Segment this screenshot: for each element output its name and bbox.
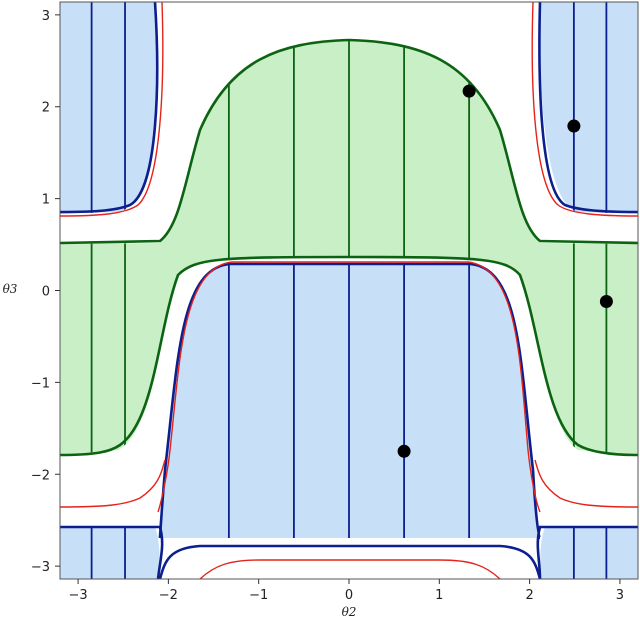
y-tick-label: 0 [42,285,50,300]
y-tick-label: 1 [42,193,50,208]
vertical-lines [90,2,608,579]
y-axis-label: θ3 [3,282,18,296]
y-tick-label: 2 [42,101,50,116]
region-green-middle-band [60,243,638,455]
x-axis: −3 −2 −1 0 1 2 3 [68,579,624,603]
outline-blue-bottom-top-right [536,525,638,579]
red-contour-center [157,261,541,513]
outline-blue-top-left [60,2,159,214]
data-point [397,444,411,458]
outline-green-upper-center [60,38,638,245]
red-contour-lower-right [534,459,638,508]
red-contour-top-right [531,2,638,217]
region-blue-top-right [539,2,638,214]
y-tick-label: 3 [42,9,50,24]
y-tick-label: −1 [31,376,50,391]
y-axis: −3 −2 −1 0 1 2 3 [31,9,60,575]
y-tick-label: −3 [31,560,50,575]
x-tick-label: 2 [525,588,533,603]
outline-blue-lower-center [158,262,542,540]
outline-blue-bottom-arch [158,544,542,579]
outline-blue-top-right [538,2,638,214]
green-upper-lines [227,40,471,243]
red-contour-lower-left [60,459,166,508]
x-axis-label: θ2 [342,605,357,619]
x-tick-label: 1 [435,588,443,603]
y-tick-label: −2 [31,468,50,483]
blue-lower-center-lines [227,264,471,538]
data-point [599,295,613,309]
x-tick-label: 3 [616,588,624,603]
red-contour-bottom [199,559,501,579]
outline-green-middle-band [60,255,638,457]
data-point [462,84,476,98]
red-contour-top-left [60,2,164,217]
blue-top-right-lines [572,2,608,214]
blue-top-left-lines [90,2,126,214]
x-tick-label: −3 [68,588,87,603]
data-point [567,119,581,133]
x-tick-label: −2 [159,588,178,603]
region-blue-top-left [60,2,157,214]
plot-area [60,2,638,579]
data-points [397,84,613,458]
x-tick-label: −1 [249,588,268,603]
region-green-upper-center [160,40,540,243]
outline-blue-bottom-top [60,525,164,579]
x-tick-label: 0 [345,588,353,603]
region-blue-bottom-band [60,527,638,579]
